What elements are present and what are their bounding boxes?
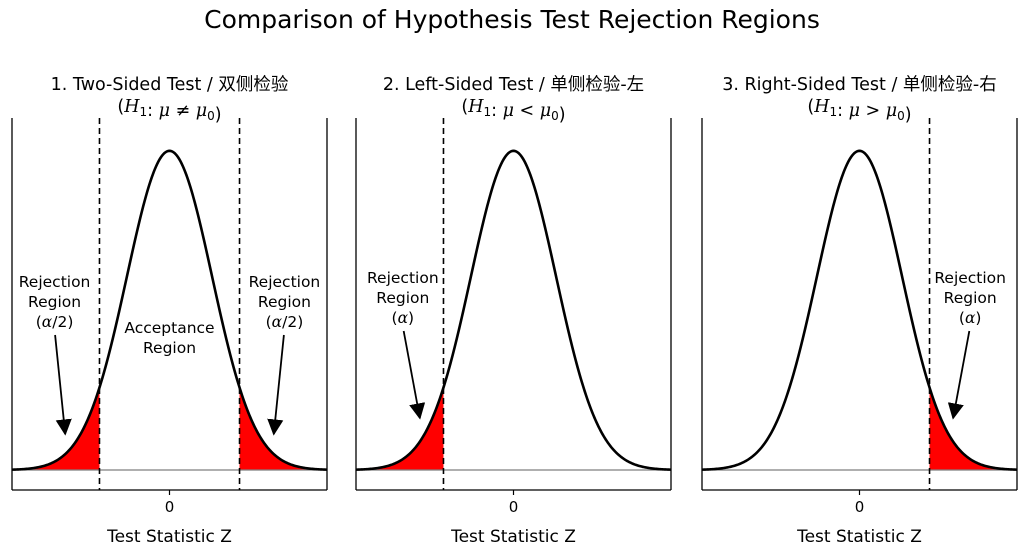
normal-curve [701,149,1018,471]
panel-title: 1. Two-Sided Test / 双侧检验 [51,75,289,95]
rejection-region-fill [12,387,100,470]
rejection-region-label-line: Rejection [19,273,91,291]
rejection-region-fill [356,387,444,470]
x-tick-label: 0 [165,498,175,516]
rejection-region-fill [239,387,327,470]
rejection-region-label-line: Region [944,289,997,307]
rejection-region-label: Rejection Region (α) [367,269,439,327]
panel-1: 1. Two-Sided Test / 双侧检验(H1: μ ≠ μ0) 0 Tes… [11,75,328,547]
rejection-region-label-line: (α/2) [266,313,304,331]
acceptance-region-label-line: Region [143,339,196,357]
annotation-arrow [54,334,72,436]
normal-curve [11,149,328,471]
rejection-region-label-line: Rejection [249,273,321,291]
rejection-region-fill [929,387,1017,470]
panel-title: 3. Right-Sided Test / 单侧检验-右 [722,75,996,95]
panel-subtitle: (H1: μ > μ0) [807,97,911,125]
annotation-arrow [402,330,426,420]
rejection-region-label-line: (α/2) [36,313,74,331]
panel-title: 2. Left-Sided Test / 单侧检验-左 [383,75,644,95]
figure-title: Comparison of Hypothesis Test Rejection … [204,5,820,34]
rejection-region-label-line: Region [258,293,311,311]
x-axis-label: Test Statistic Z [450,527,576,547]
acceptance-region-label: Acceptance Region [124,319,214,357]
rejection-region-label-line: (α) [392,309,415,327]
rejection-region-label-line: (α) [959,309,982,327]
rejection-region-label: Rejection Region (α/2) [249,273,321,331]
x-axis-label: Test Statistic Z [796,527,922,547]
acceptance-region-label-line: Acceptance [124,319,214,337]
rejection-region-label-line: Rejection [367,269,439,287]
panel-subtitle: (H1: μ ≠ μ0) [117,97,221,125]
rejection-region-label-line: Rejection [934,269,1006,287]
annotation-arrow [267,334,285,436]
panel-3: 3. Right-Sided Test / 单侧检验-右(H1: μ > μ0)… [701,75,1018,547]
panel-subtitle: (H1: μ < μ0) [461,97,565,125]
panel-2: 2. Left-Sided Test / 单侧检验-左(H1: μ < μ0) 0… [355,75,672,547]
rejection-region-label-line: Region [28,293,81,311]
x-tick-label: 0 [855,498,865,516]
normal-curve [355,149,672,471]
rejection-region-label-line: Region [376,289,429,307]
rejection-region-label: Rejection Region (α/2) [19,273,91,331]
rejection-region-label: Rejection Region (α) [934,269,1006,327]
x-axis-label: Test Statistic Z [106,527,232,547]
x-tick-label: 0 [509,498,519,516]
annotation-arrow [947,330,971,420]
